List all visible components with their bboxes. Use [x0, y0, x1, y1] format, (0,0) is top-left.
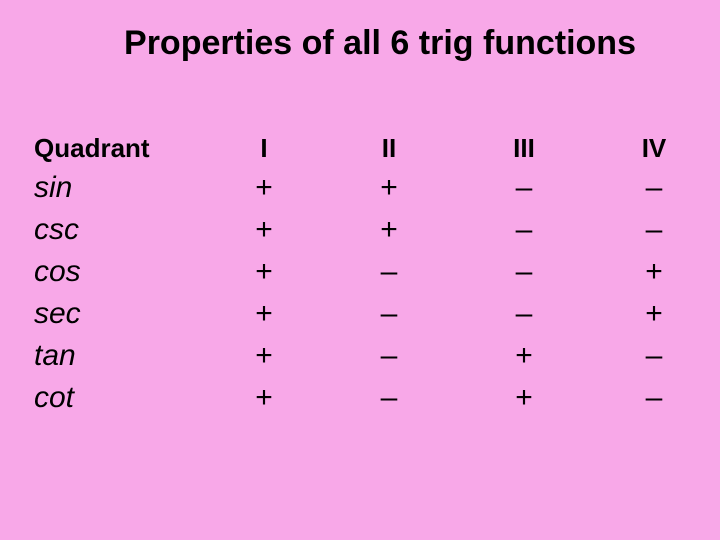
fn-csc: csc — [34, 212, 204, 248]
slide-title: Properties of all 6 trig functions — [34, 24, 686, 63]
cell-sec-1: + — [204, 296, 324, 332]
fn-cos: cos — [34, 254, 204, 290]
fn-cot: cot — [34, 380, 204, 416]
sign-table: Quadrant I II III IV sin + + – – csc + +… — [34, 133, 686, 416]
cell-tan-4: – — [594, 338, 714, 374]
cell-cos-2: – — [324, 254, 454, 290]
cell-csc-2: + — [324, 212, 454, 248]
col-hdr-2: II — [324, 133, 454, 164]
cell-cos-4: + — [594, 254, 714, 290]
cell-csc-3: – — [454, 212, 594, 248]
cell-sin-1: + — [204, 170, 324, 206]
cell-sin-4: – — [594, 170, 714, 206]
cell-tan-3: + — [454, 338, 594, 374]
cell-sec-2: – — [324, 296, 454, 332]
col-hdr-3: III — [454, 133, 594, 164]
cell-csc-4: – — [594, 212, 714, 248]
cell-tan-1: + — [204, 338, 324, 374]
cell-cot-1: + — [204, 380, 324, 416]
cell-tan-2: – — [324, 338, 454, 374]
cell-sec-4: + — [594, 296, 714, 332]
cell-cot-4: – — [594, 380, 714, 416]
col-hdr-4: IV — [594, 133, 714, 164]
cell-sin-2: + — [324, 170, 454, 206]
col-hdr-1: I — [204, 133, 324, 164]
quadrant-header: Quadrant — [34, 133, 204, 164]
cell-cot-3: + — [454, 380, 594, 416]
fn-tan: tan — [34, 338, 204, 374]
cell-cos-3: – — [454, 254, 594, 290]
cell-sin-3: – — [454, 170, 594, 206]
cell-sec-3: – — [454, 296, 594, 332]
cell-csc-1: + — [204, 212, 324, 248]
slide: Properties of all 6 trig functions Quadr… — [0, 0, 720, 540]
fn-sin: sin — [34, 170, 204, 206]
fn-sec: sec — [34, 296, 204, 332]
cell-cos-1: + — [204, 254, 324, 290]
cell-cot-2: – — [324, 380, 454, 416]
